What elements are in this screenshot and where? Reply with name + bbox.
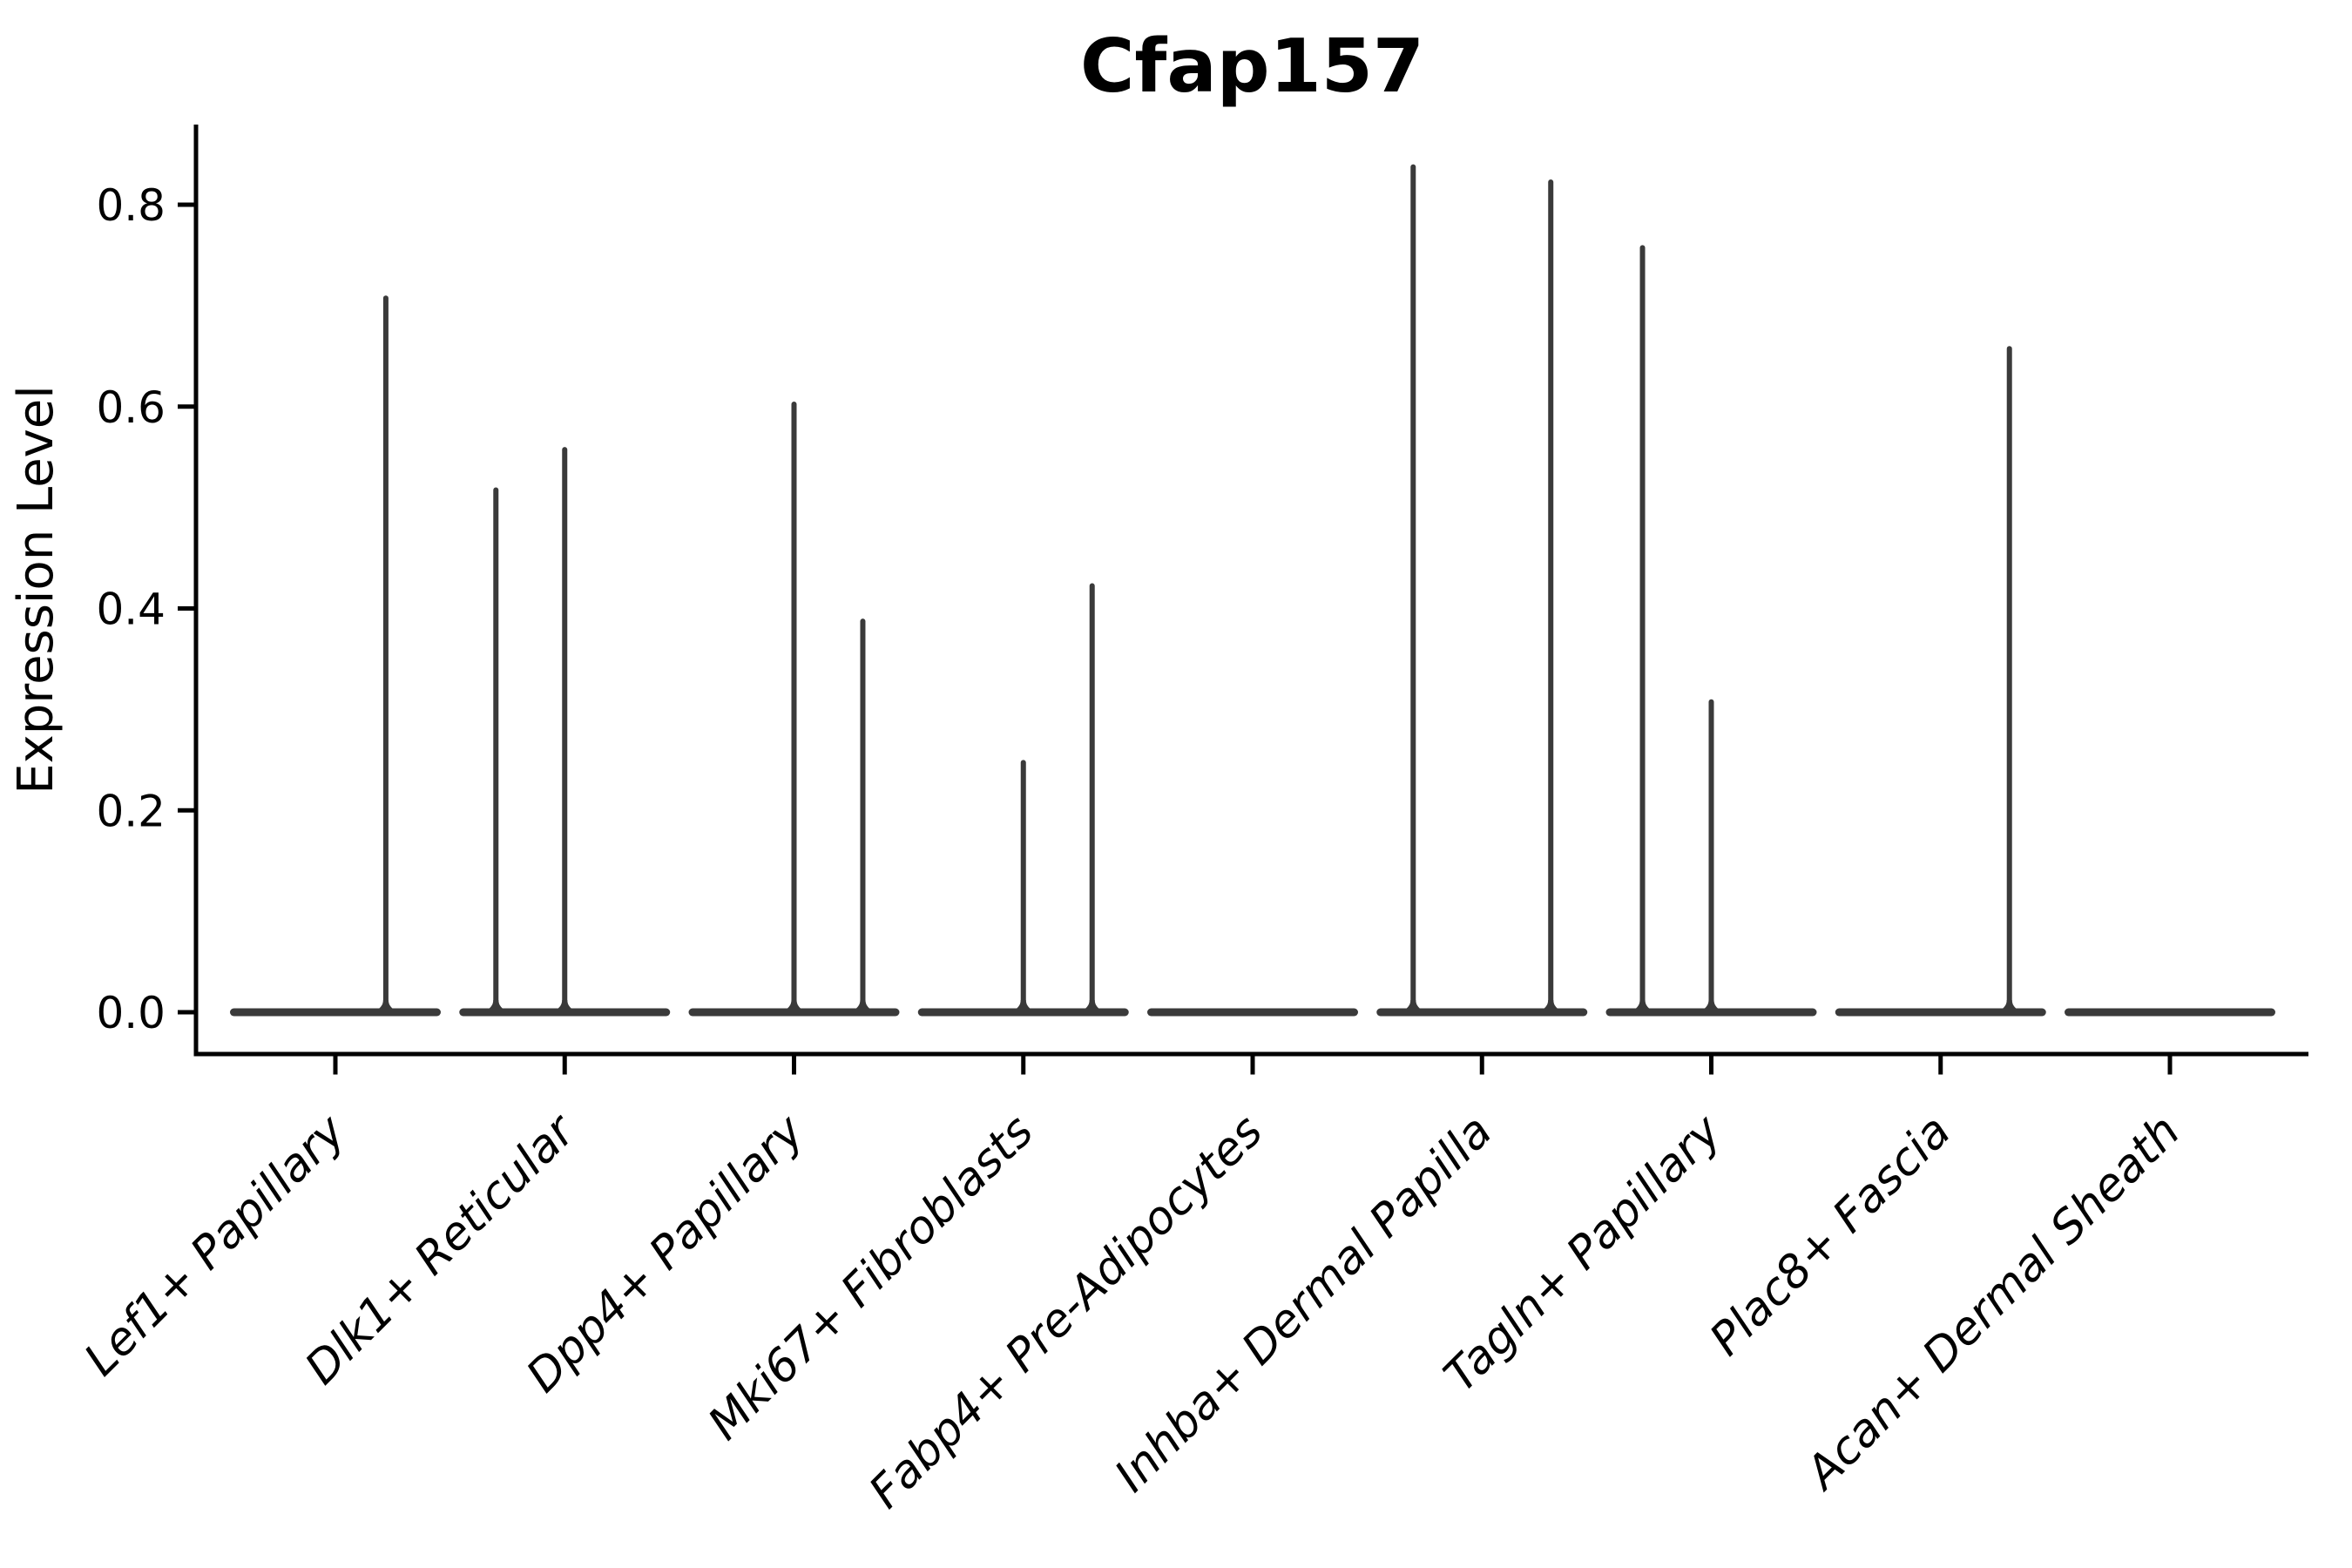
violin-spike	[860, 618, 866, 1012]
violin	[917, 583, 1129, 1017]
violin-spike	[493, 487, 499, 1012]
y-axis-ticks: 0.0 0.2 0.4 0.6 0.8	[96, 180, 194, 1038]
chart-title: Cfap157	[1080, 24, 1424, 110]
violin-spike	[1020, 760, 1026, 1012]
violin-baseline	[230, 1008, 441, 1017]
violin	[688, 401, 900, 1017]
y-tick-label: 0.6	[96, 382, 166, 433]
violin-baseline	[1376, 1008, 1588, 1017]
violin-spike	[562, 447, 568, 1012]
x-tick-label: Acan+ Dermal Sheath	[1794, 1105, 2190, 1501]
x-tick-label: Plac8+ Fascia	[1700, 1105, 1961, 1366]
violin-spike	[1708, 699, 1714, 1012]
violin-spike	[1639, 245, 1646, 1013]
violin-baseline	[1835, 1008, 2046, 1017]
x-tick-label: Inhba+ Dermal Papilla	[1105, 1105, 1503, 1503]
violin	[1147, 1008, 1358, 1017]
violin	[230, 295, 441, 1017]
violin-spike	[791, 401, 797, 1012]
violin-spike	[2006, 346, 2012, 1013]
violin-spike	[1089, 583, 1095, 1012]
violin	[1835, 346, 2046, 1017]
axes-spines	[193, 125, 2308, 1057]
violin	[1605, 245, 1817, 1017]
violin	[459, 447, 671, 1017]
y-tick-label: 0.8	[96, 180, 166, 231]
violin-spike	[1410, 164, 1416, 1012]
y-axis-label: Expression Level	[8, 385, 64, 794]
y-tick-label: 0.0	[96, 988, 166, 1038]
y-tick-label: 0.2	[96, 786, 166, 836]
x-tick-label: Fabp4+ Pre-Adipocytes	[860, 1105, 1274, 1519]
violins-layer	[230, 164, 2275, 1017]
violin	[2065, 1008, 2275, 1017]
violin-spike	[1548, 179, 1554, 1012]
y-tick-label: 0.4	[96, 585, 166, 635]
violin	[1376, 164, 1588, 1017]
violin-baseline	[1147, 1008, 1358, 1017]
violin-spike	[382, 295, 389, 1013]
violin-baseline	[2065, 1008, 2275, 1017]
